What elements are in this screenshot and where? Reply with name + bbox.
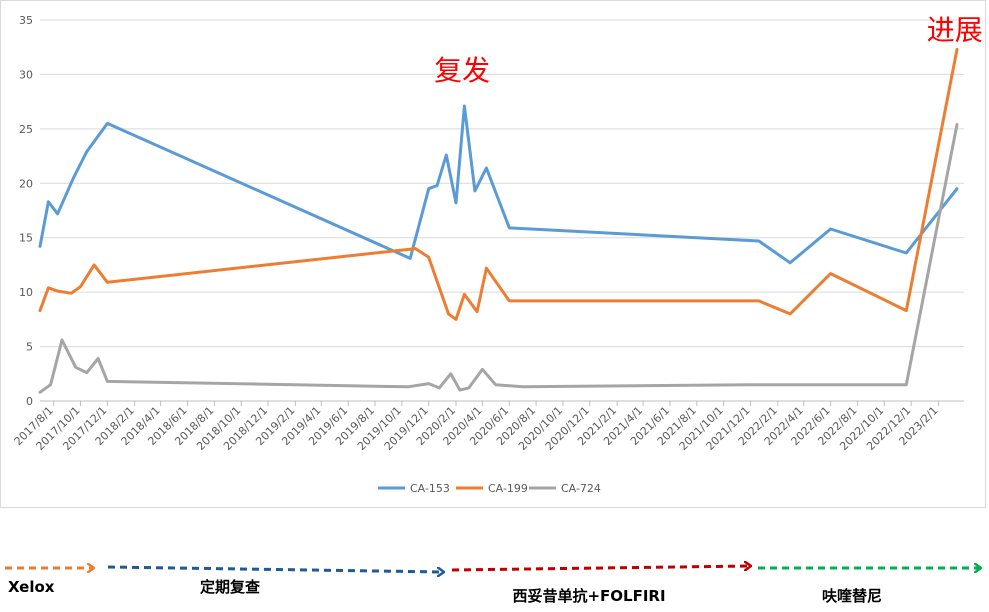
- annotation-label: 复发: [434, 54, 490, 87]
- y-tick-label: 35: [19, 14, 33, 27]
- series-line-ca-724: [38, 123, 959, 394]
- y-tick-label: 25: [19, 123, 33, 136]
- y-axis: 0 5 10 15 20 25 30 35: [19, 14, 33, 408]
- phase-label: 呋喹替尼: [822, 587, 882, 605]
- annotation-label: 进展: [927, 14, 983, 47]
- phase-label: 西妥昔单抗+FOLFIRI: [512, 587, 665, 605]
- series-lines: [38, 47, 959, 394]
- legend: CA-153 CA-199 CA-724: [378, 482, 601, 495]
- y-tick-label: 0: [26, 395, 33, 408]
- chart-frame: [0, 0, 986, 508]
- y-tick-label: 10: [19, 286, 33, 299]
- treatment-phases: Xelox 定期复查西妥昔单抗+FOLFIRI 呋喹替尼: [5, 566, 980, 605]
- legend-label: CA-199: [488, 482, 528, 495]
- phase-arrow: [107, 565, 443, 572]
- legend-label: CA-153: [410, 482, 450, 495]
- phase-label: Xelox: [8, 578, 55, 596]
- y-tick-label: 30: [19, 68, 33, 81]
- y-tick-label: 5: [26, 341, 33, 354]
- y-tick-label: 20: [19, 177, 33, 190]
- x-axis: 2017/8/12017/10/12017/12/12018/2/12018/4…: [12, 401, 941, 453]
- legend-label: CA-724: [561, 482, 601, 495]
- phase-arrow: [451, 566, 750, 572]
- y-tick-label: 15: [19, 232, 33, 245]
- phase-label: 定期复查: [200, 578, 261, 596]
- gridlines: [40, 19, 964, 402]
- annotations: 复发 进展: [434, 14, 983, 87]
- series-line-ca-199: [38, 47, 959, 321]
- series-line-ca-153: [38, 104, 959, 265]
